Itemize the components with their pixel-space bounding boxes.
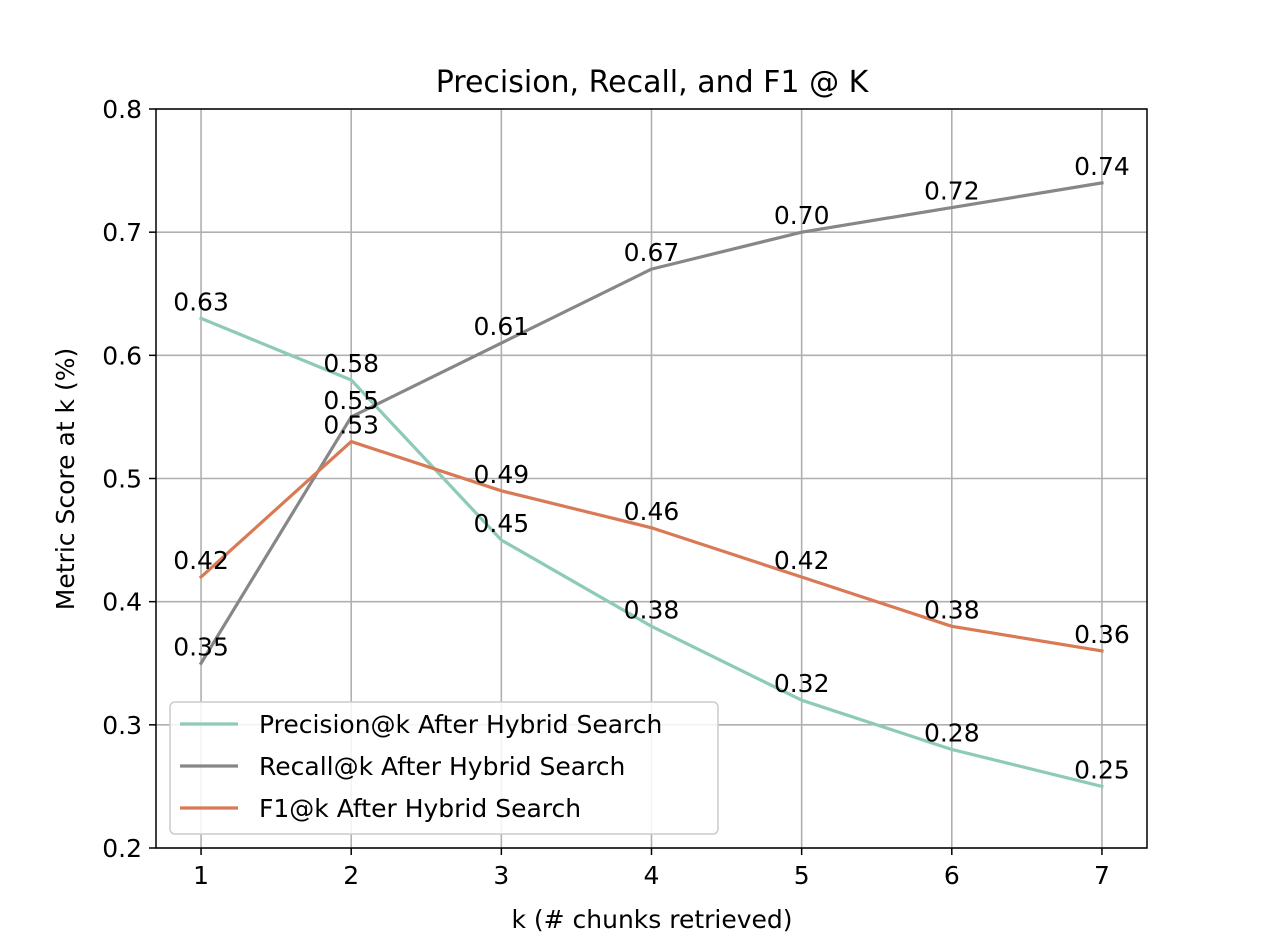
data-label: 0.28 [924, 718, 980, 747]
y-tick-label: 0.2 [102, 834, 142, 863]
data-label: 0.55 [323, 386, 379, 415]
series-line-1 [198, 316, 1104, 789]
data-label: 0.38 [924, 595, 980, 624]
x-tick-label: 1 [193, 861, 209, 890]
legend-label: Recall@k After Hybrid Search [259, 752, 625, 781]
data-label: 0.42 [774, 546, 830, 575]
y-tick-label: 0.5 [102, 465, 142, 494]
x-tick-label: 2 [343, 861, 359, 890]
x-tick-label: 6 [944, 861, 960, 890]
y-tick-label: 0.7 [102, 218, 142, 247]
data-label: 0.35 [173, 632, 229, 661]
legend-label: F1@k After Hybrid Search [259, 794, 581, 823]
data-label: 0.25 [1074, 755, 1130, 784]
y-tick-label: 0.3 [102, 711, 142, 740]
x-tick-label: 7 [1094, 861, 1110, 890]
x-axis-label: k (# chunks retrieved) [511, 905, 792, 934]
data-label: 0.42 [173, 546, 229, 575]
data-label: 0.38 [624, 595, 680, 624]
x-tick-label: 5 [794, 861, 810, 890]
axis-ticks: 1 2 3 4 5 6 7 0.2 0.3 0.4 0.5 0.6 0.7 0.8 [102, 95, 1110, 890]
data-label: 0.32 [774, 669, 830, 698]
data-label: 0.74 [1074, 152, 1130, 181]
series-lines [198, 181, 1104, 789]
series-line-2 [198, 181, 1104, 666]
data-label: 0.45 [474, 509, 530, 538]
data-label: 0.58 [323, 349, 379, 378]
data-label: 0.70 [774, 201, 830, 230]
data-label: 0.53 [323, 411, 379, 440]
data-label: 0.36 [1074, 620, 1130, 649]
x-tick-label: 3 [493, 861, 509, 890]
data-label: 0.63 [173, 287, 229, 316]
data-label: 0.67 [624, 238, 680, 267]
y-tick-label: 0.4 [102, 588, 142, 617]
series-line-3 [198, 439, 1104, 653]
legend[interactable]: Precision@k After Hybrid Search Recall@k … [169, 701, 719, 835]
legend-label: Precision@k After Hybrid Search [259, 710, 662, 739]
data-label: 0.61 [474, 312, 530, 341]
data-label: 0.46 [624, 497, 680, 526]
legend-box [169, 701, 719, 835]
data-label: 0.72 [924, 177, 980, 206]
data-labels: 0.63 0.58 0.45 0.38 0.32 0.28 0.25 0.35 0.55 0.61… [173, 152, 1130, 785]
y-tick-label: 0.8 [102, 95, 142, 124]
y-tick-label: 0.6 [102, 341, 142, 370]
data-label: 0.49 [474, 460, 530, 489]
y-axis-label: Metric Score at k (%) [51, 348, 80, 610]
x-tick-label: 4 [644, 861, 660, 890]
chart-title: Precision, Recall, and F1 @ K [436, 65, 870, 100]
